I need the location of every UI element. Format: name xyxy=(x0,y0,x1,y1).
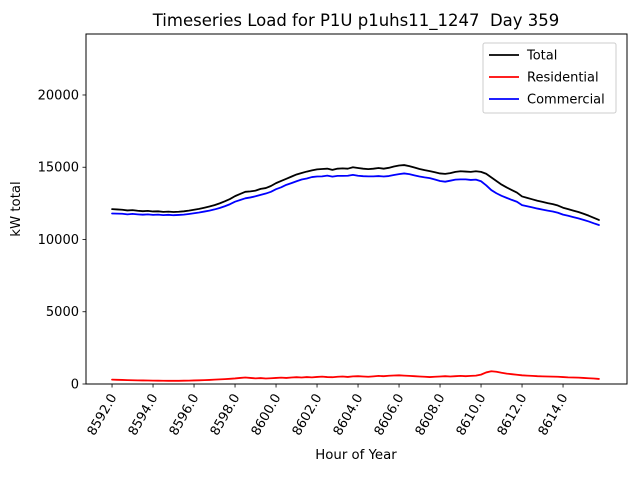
y-axis-label: kW total xyxy=(9,181,24,236)
plot-frame xyxy=(85,33,628,385)
y-tick-label: 20000 xyxy=(38,88,79,103)
series-lines xyxy=(111,164,600,382)
y-tick-label: 0 xyxy=(71,378,79,393)
y-axis-ticks: 0 5000 10000 15000 20000 xyxy=(38,88,86,393)
y-tick-label: 15000 xyxy=(38,161,79,176)
y-tick-label: 5000 xyxy=(46,305,79,320)
series-line-residential xyxy=(111,370,600,382)
legend-label-total: Total xyxy=(526,49,557,64)
x-axis-label: Hour of Year xyxy=(315,448,397,463)
legend-box xyxy=(482,42,617,114)
legend: Total Residential Commercial xyxy=(482,42,617,114)
chart-title: Timeseries Load for P1U p1uhs11_1247 Day… xyxy=(152,11,560,31)
series-line-commercial xyxy=(111,172,600,226)
legend-label-residential: Residential xyxy=(527,71,599,86)
y-tick-label: 10000 xyxy=(38,233,79,248)
series-line-total xyxy=(111,164,600,221)
legend-label-commercial: Commercial xyxy=(527,93,605,108)
